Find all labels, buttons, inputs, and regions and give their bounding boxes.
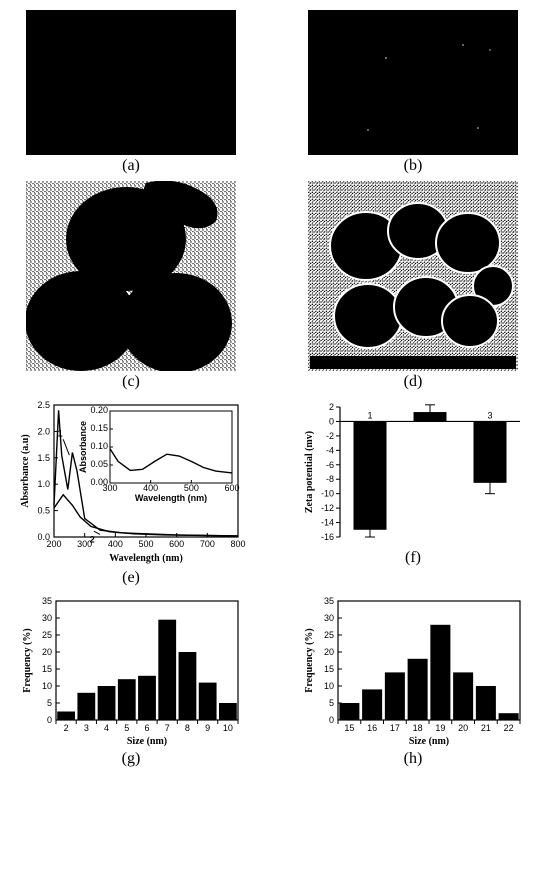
svg-text:0.20: 0.20: [90, 405, 108, 415]
svg-text:0.10: 0.10: [90, 441, 108, 451]
panel-a-image: [26, 10, 236, 155]
panel-g-caption: (g): [122, 750, 141, 768]
svg-text:15: 15: [324, 664, 334, 674]
svg-text:2.5: 2.5: [37, 400, 50, 410]
svg-text:Frequency (%): Frequency (%): [22, 628, 33, 693]
panel-d-image: [308, 181, 518, 371]
panel-c-image: [26, 181, 236, 371]
svg-text:4: 4: [104, 723, 109, 733]
panel-f-chart: -16 -14 -12 -10 -8 -6 -4 -2 0 2 Zeta potential (mv…: [298, 397, 528, 547]
svg-text:2: 2: [427, 410, 432, 420]
svg-text:22: 22: [504, 723, 514, 733]
svg-text:700: 700: [200, 539, 215, 549]
svg-text:0: 0: [329, 416, 334, 426]
svg-text:20: 20: [42, 647, 52, 657]
svg-text:800: 800: [230, 539, 245, 549]
svg-text:Absorbance (a.u): Absorbance (a.u): [20, 434, 31, 507]
svg-text:3: 3: [84, 723, 89, 733]
svg-text:3: 3: [487, 410, 492, 420]
svg-text:9: 9: [205, 723, 210, 733]
svg-text:Size (nm): Size (nm): [127, 736, 167, 747]
svg-text:-10: -10: [321, 489, 334, 499]
panel-e-caption: (e): [122, 569, 140, 587]
svg-text:1: 1: [58, 429, 63, 439]
svg-text:2.0: 2.0: [37, 426, 50, 436]
svg-text:2: 2: [90, 535, 95, 545]
svg-text:17: 17: [390, 723, 400, 733]
svg-text:0: 0: [47, 715, 52, 725]
svg-text:21: 21: [481, 723, 491, 733]
svg-text:1.5: 1.5: [37, 453, 50, 463]
svg-text:Wavelength (nm): Wavelength (nm): [135, 493, 207, 503]
svg-text:35: 35: [324, 596, 334, 606]
svg-text:1.0: 1.0: [37, 479, 50, 489]
svg-text:10: 10: [223, 723, 233, 733]
svg-text:15: 15: [344, 723, 354, 733]
svg-text:0.00: 0.00: [90, 477, 108, 487]
svg-text:500: 500: [138, 539, 153, 549]
svg-text:10: 10: [324, 681, 334, 691]
svg-text:500: 500: [184, 483, 199, 493]
svg-text:400: 400: [108, 539, 123, 549]
panel-h-caption: (h): [404, 750, 423, 768]
svg-text:30: 30: [42, 613, 52, 623]
svg-text:5: 5: [124, 723, 129, 733]
svg-text:-14: -14: [321, 518, 334, 528]
svg-text:-4: -4: [326, 445, 334, 455]
svg-text:0.0: 0.0: [37, 532, 50, 542]
svg-text:19: 19: [435, 723, 445, 733]
svg-text:0.5: 0.5: [37, 506, 50, 516]
svg-text:8: 8: [185, 723, 190, 733]
panel-f-caption: (f): [405, 549, 421, 567]
svg-text:18: 18: [413, 723, 423, 733]
svg-text:Zeta potential (mv): Zeta potential (mv): [304, 431, 315, 513]
svg-text:Frequency (%): Frequency (%): [304, 628, 315, 693]
svg-text:2: 2: [64, 723, 69, 733]
panel-e-chart: 2003004005006007008000.00.51.01.52.02.5W…: [16, 397, 246, 567]
panel-b-caption: (b): [404, 157, 423, 175]
svg-text:-16: -16: [321, 532, 334, 542]
svg-text:-6: -6: [326, 460, 334, 470]
svg-text:600: 600: [224, 483, 239, 493]
svg-text:1: 1: [367, 410, 372, 420]
svg-text:20: 20: [324, 647, 334, 657]
svg-text:2: 2: [329, 402, 334, 412]
svg-text:25: 25: [324, 630, 334, 640]
svg-text:Wavelength (nm): Wavelength (nm): [109, 553, 183, 564]
panel-a-caption: (a): [122, 157, 140, 175]
svg-text:5: 5: [329, 698, 334, 708]
svg-text:-2: -2: [326, 431, 334, 441]
svg-text:400: 400: [143, 483, 158, 493]
svg-text:5: 5: [47, 698, 52, 708]
svg-text:16: 16: [367, 723, 377, 733]
svg-text:0.15: 0.15: [90, 423, 108, 433]
svg-text:-12: -12: [321, 503, 334, 513]
svg-text:35: 35: [42, 596, 52, 606]
panel-h-chart: 0 5 10 15 20 25 30 35 Frequency (%) Size (nm) 15 16…: [298, 593, 528, 748]
svg-text:15: 15: [42, 664, 52, 674]
panel-b-image: [308, 10, 518, 155]
svg-text:0: 0: [329, 715, 334, 725]
svg-text:7: 7: [165, 723, 170, 733]
panel-d-caption: (d): [404, 373, 423, 391]
svg-text:0.05: 0.05: [90, 459, 108, 469]
svg-text:30: 30: [324, 613, 334, 623]
svg-text:10: 10: [42, 681, 52, 691]
panel-g-chart: 0 5 10 15 20 25 30 35 Frequency (%) Size (nm) 2 3 4 5…: [16, 593, 246, 748]
svg-text:Absorbance: Absorbance: [78, 421, 88, 473]
svg-text:20: 20: [458, 723, 468, 733]
svg-text:Size (nm): Size (nm): [409, 736, 449, 747]
svg-text:-8: -8: [326, 474, 334, 484]
svg-text:25: 25: [42, 630, 52, 640]
svg-text:6: 6: [144, 723, 149, 733]
svg-text:600: 600: [169, 539, 184, 549]
panel-c-caption: (c): [122, 373, 140, 391]
